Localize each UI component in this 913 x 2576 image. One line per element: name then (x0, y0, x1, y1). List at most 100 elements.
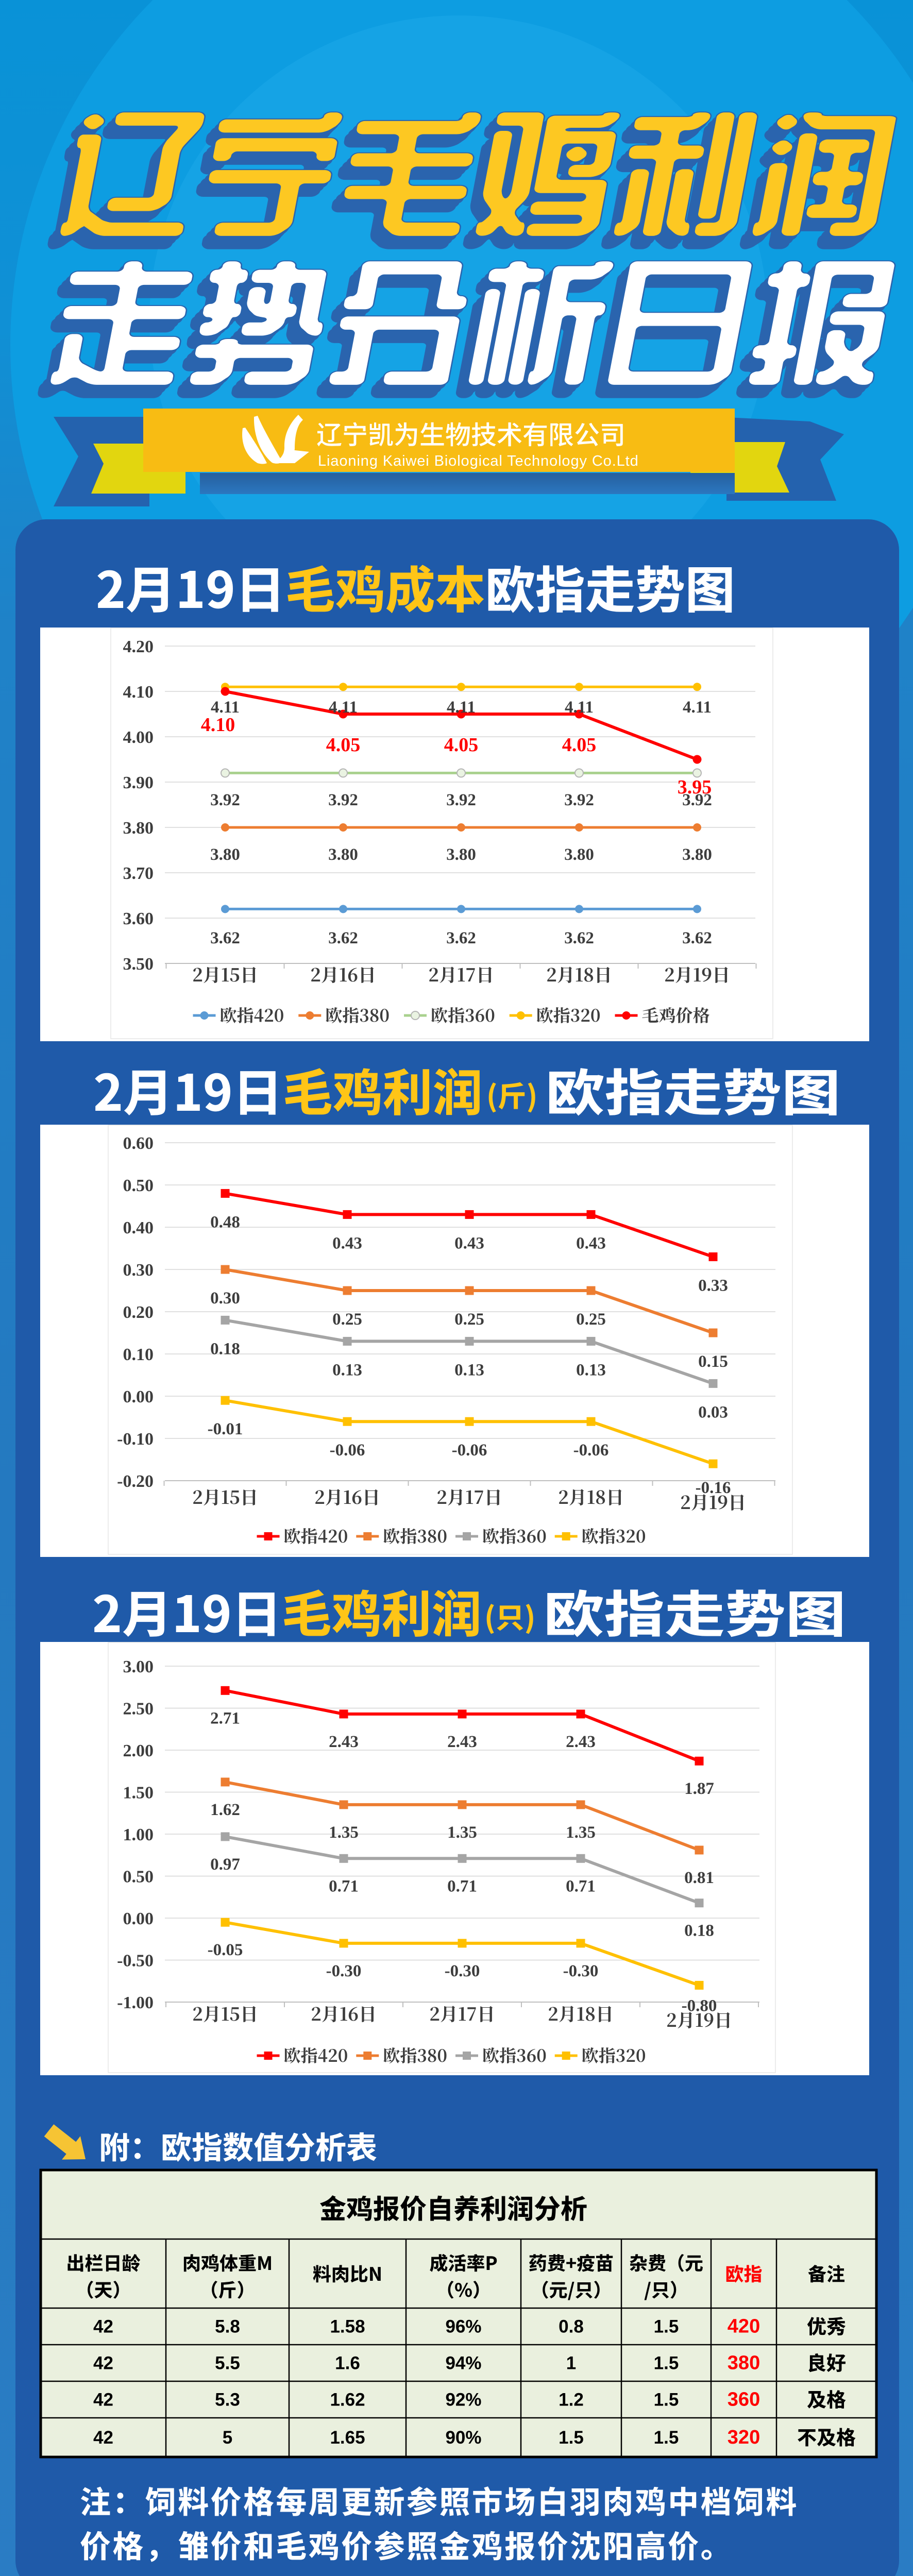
svg-text:-0.30: -0.30 (563, 1962, 599, 1980)
svg-text:3.92: 3.92 (564, 791, 594, 809)
svg-text:4.00: 4.00 (123, 728, 154, 747)
svg-text:-0.01: -0.01 (208, 1420, 243, 1438)
svg-text:0.81: 0.81 (684, 1869, 714, 1887)
svg-text:0.13: 0.13 (576, 1361, 606, 1379)
svg-text:1.5: 1.5 (654, 2353, 679, 2374)
svg-text:3.80: 3.80 (123, 819, 154, 838)
svg-text:-0.06: -0.06 (330, 1441, 365, 1460)
svg-text:4.20: 4.20 (123, 637, 154, 656)
svg-text:0.48: 0.48 (210, 1213, 240, 1231)
svg-text:3.70: 3.70 (123, 864, 154, 883)
svg-text:0.60: 0.60 (123, 1134, 154, 1153)
svg-text:360: 360 (728, 2389, 760, 2411)
svg-text:3.62: 3.62 (210, 929, 240, 947)
svg-text:5.8: 5.8 (215, 2317, 240, 2337)
svg-text:92%: 92% (445, 2390, 481, 2410)
svg-text:0.97: 0.97 (210, 1855, 240, 1874)
svg-text:-0.50: -0.50 (117, 1952, 154, 1971)
svg-text:4.11: 4.11 (683, 698, 712, 717)
svg-text:1.62: 1.62 (210, 1801, 240, 1819)
svg-text:0.03: 0.03 (698, 1403, 728, 1421)
svg-text:3.80: 3.80 (446, 845, 476, 864)
svg-text:0.20: 0.20 (123, 1303, 154, 1322)
svg-text:-0.06: -0.06 (573, 1441, 609, 1460)
svg-text:3.95: 3.95 (678, 776, 712, 798)
svg-text:4.11: 4.11 (565, 698, 594, 717)
svg-text:0.30: 0.30 (210, 1289, 240, 1308)
svg-text:3.92: 3.92 (682, 791, 712, 809)
svg-text:94%: 94% (445, 2353, 481, 2374)
svg-text:3.62: 3.62 (564, 929, 594, 947)
svg-text:1.5: 1.5 (654, 2428, 679, 2448)
svg-text:42: 42 (93, 2353, 113, 2374)
svg-text:1.6: 1.6 (335, 2353, 360, 2374)
svg-text:1.5: 1.5 (559, 2428, 584, 2448)
svg-text:1.35: 1.35 (447, 1823, 477, 1842)
svg-text:0.43: 0.43 (576, 1234, 606, 1252)
svg-text:0.71: 0.71 (566, 1877, 596, 1895)
svg-text:0.15: 0.15 (698, 1352, 728, 1371)
svg-text:1.58: 1.58 (330, 2317, 365, 2337)
svg-text:1.50: 1.50 (123, 1784, 154, 1803)
svg-text:1.62: 1.62 (330, 2390, 365, 2410)
svg-text:5.5: 5.5 (215, 2353, 240, 2374)
svg-text:3.80: 3.80 (564, 845, 594, 864)
svg-text:0.13: 0.13 (454, 1361, 484, 1379)
svg-text:2.43: 2.43 (566, 1733, 596, 1751)
svg-text:0.10: 0.10 (123, 1345, 154, 1364)
svg-text:0.43: 0.43 (332, 1234, 362, 1252)
svg-text:1.65: 1.65 (330, 2428, 365, 2448)
svg-text:-0.10: -0.10 (117, 1430, 154, 1449)
svg-text:0.8: 0.8 (559, 2317, 584, 2337)
svg-text:5.3: 5.3 (215, 2390, 240, 2410)
svg-text:3.92: 3.92 (446, 791, 476, 809)
svg-text:3.80: 3.80 (328, 845, 358, 864)
svg-text:2.71: 2.71 (210, 1709, 240, 1727)
svg-text:3.62: 3.62 (328, 929, 358, 947)
svg-text:2.43: 2.43 (329, 1733, 359, 1751)
svg-text:0.43: 0.43 (454, 1234, 484, 1252)
svg-text:90%: 90% (445, 2428, 481, 2448)
svg-text:0.18: 0.18 (684, 1922, 714, 1940)
svg-text:3.80: 3.80 (210, 845, 240, 864)
svg-text:1.35: 1.35 (329, 1823, 359, 1842)
svg-text:Liaoning Kaiwei Biological Tec: Liaoning Kaiwei Biological Technology Co… (318, 453, 639, 469)
svg-text:3.80: 3.80 (682, 845, 712, 864)
svg-text:42: 42 (93, 2390, 113, 2410)
svg-text:3.92: 3.92 (210, 791, 240, 809)
svg-text:2.43: 2.43 (447, 1733, 477, 1751)
svg-text:-0.80: -0.80 (682, 1996, 717, 2015)
svg-text:96%: 96% (445, 2317, 481, 2337)
svg-text:4.11: 4.11 (329, 698, 358, 717)
svg-text:0.71: 0.71 (447, 1877, 477, 1895)
svg-text:2.50: 2.50 (123, 1700, 154, 1719)
svg-text:420: 420 (728, 2316, 760, 2337)
svg-text:4.11: 4.11 (211, 698, 240, 717)
svg-text:0.18: 0.18 (210, 1340, 240, 1358)
svg-text:-0.20: -0.20 (117, 1472, 154, 1491)
svg-text:0.25: 0.25 (576, 1310, 606, 1329)
svg-text:4.05: 4.05 (444, 734, 479, 756)
svg-text:0.25: 0.25 (332, 1310, 362, 1329)
svg-text:3.00: 3.00 (123, 1657, 154, 1676)
svg-text:0.30: 0.30 (123, 1261, 154, 1280)
svg-text:4.05: 4.05 (326, 734, 361, 756)
svg-text:-0.06: -0.06 (452, 1441, 487, 1460)
svg-text:1.2: 1.2 (559, 2390, 584, 2410)
svg-text:2.00: 2.00 (123, 1741, 154, 1760)
svg-text:-0.16: -0.16 (696, 1479, 731, 1497)
svg-text:4.05: 4.05 (562, 734, 597, 756)
svg-text:0.00: 0.00 (123, 1387, 154, 1406)
svg-text:0.13: 0.13 (332, 1361, 362, 1379)
svg-text:0.40: 0.40 (123, 1218, 154, 1238)
svg-text:4.10: 4.10 (201, 714, 235, 736)
svg-text:3.92: 3.92 (328, 791, 358, 809)
svg-text:1.5: 1.5 (654, 2317, 679, 2337)
svg-text:0.71: 0.71 (329, 1877, 359, 1895)
svg-text:1.87: 1.87 (684, 1780, 714, 1798)
svg-text:3.60: 3.60 (123, 909, 154, 928)
svg-text:380: 380 (728, 2352, 760, 2374)
svg-text:1.00: 1.00 (123, 1825, 154, 1844)
svg-text:1.35: 1.35 (566, 1823, 596, 1842)
svg-text:42: 42 (93, 2317, 113, 2337)
